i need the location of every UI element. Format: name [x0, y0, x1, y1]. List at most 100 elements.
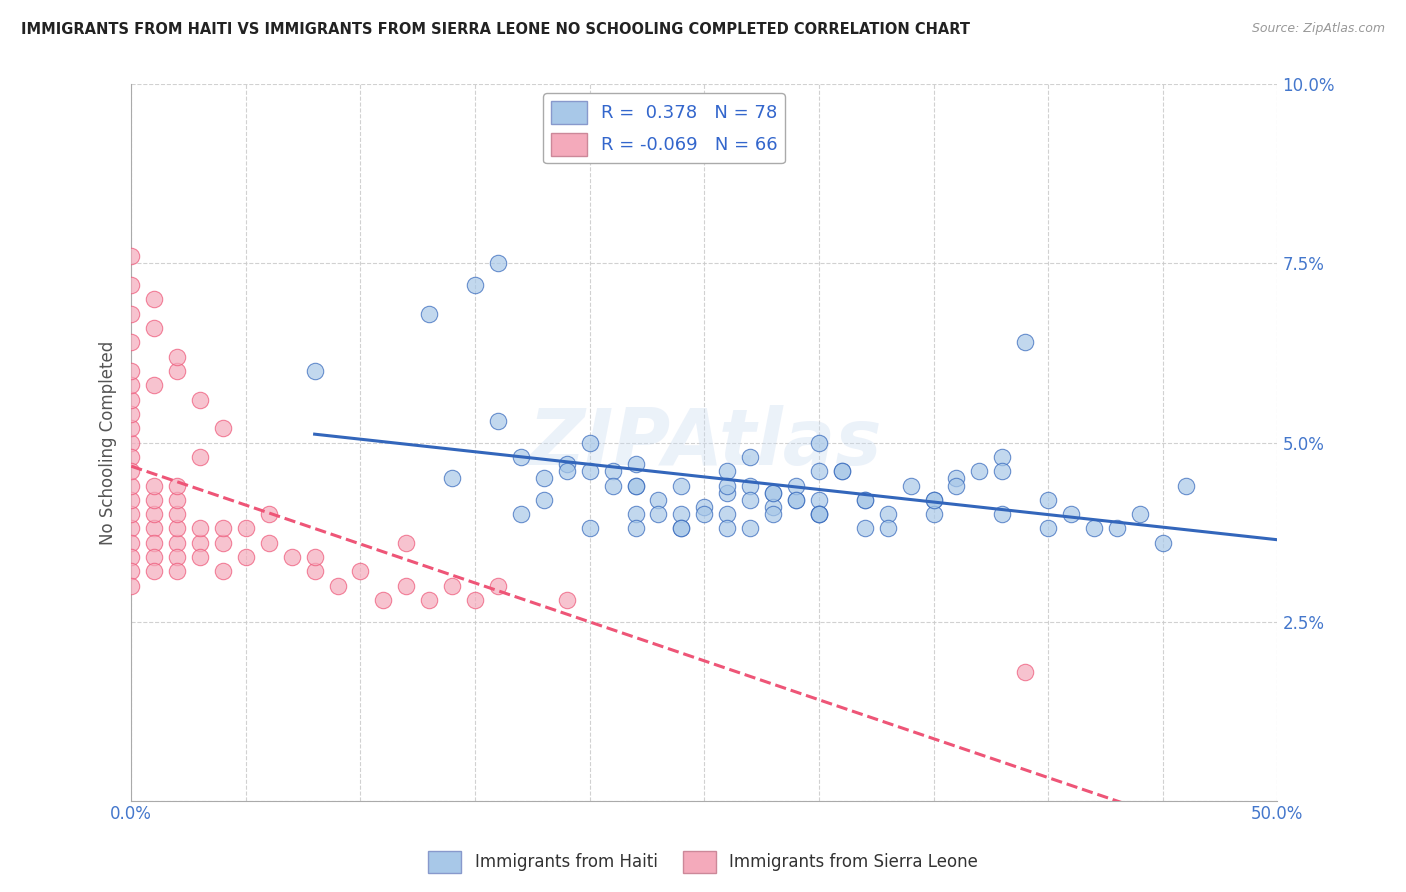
Point — [922, 492, 945, 507]
Point — [876, 521, 898, 535]
Point — [166, 507, 188, 521]
Point — [120, 550, 142, 565]
Point — [624, 457, 647, 471]
Point — [120, 565, 142, 579]
Point — [280, 550, 302, 565]
Point — [624, 507, 647, 521]
Point — [143, 293, 166, 307]
Point — [143, 536, 166, 550]
Point — [922, 507, 945, 521]
Point — [533, 492, 555, 507]
Point — [418, 593, 440, 607]
Point — [1152, 536, 1174, 550]
Point — [807, 507, 830, 521]
Point — [120, 579, 142, 593]
Point — [1036, 492, 1059, 507]
Point — [991, 464, 1014, 478]
Point — [166, 364, 188, 378]
Point — [716, 478, 738, 492]
Point — [716, 485, 738, 500]
Point — [349, 565, 371, 579]
Point — [143, 565, 166, 579]
Point — [740, 478, 762, 492]
Point — [945, 471, 967, 485]
Point — [464, 277, 486, 292]
Point — [785, 478, 807, 492]
Point — [762, 485, 785, 500]
Point — [1105, 521, 1128, 535]
Point — [143, 521, 166, 535]
Point — [945, 478, 967, 492]
Point — [418, 307, 440, 321]
Point — [212, 421, 235, 435]
Point — [304, 364, 326, 378]
Point — [143, 321, 166, 335]
Point — [143, 378, 166, 392]
Point — [120, 335, 142, 350]
Point — [212, 565, 235, 579]
Point — [555, 464, 578, 478]
Point — [693, 500, 716, 514]
Point — [188, 450, 211, 464]
Point — [785, 492, 807, 507]
Point — [991, 507, 1014, 521]
Point — [143, 478, 166, 492]
Point — [602, 464, 624, 478]
Point — [188, 536, 211, 550]
Point — [235, 521, 257, 535]
Point — [853, 492, 876, 507]
Point — [166, 492, 188, 507]
Point — [120, 450, 142, 464]
Point — [166, 565, 188, 579]
Point — [716, 464, 738, 478]
Point — [120, 507, 142, 521]
Legend: R =  0.378   N = 78, R = -0.069   N = 66: R = 0.378 N = 78, R = -0.069 N = 66 — [543, 94, 785, 163]
Point — [235, 550, 257, 565]
Legend: Immigrants from Haiti, Immigrants from Sierra Leone: Immigrants from Haiti, Immigrants from S… — [422, 845, 984, 880]
Point — [831, 464, 853, 478]
Point — [464, 593, 486, 607]
Point — [624, 478, 647, 492]
Point — [853, 492, 876, 507]
Point — [166, 478, 188, 492]
Point — [671, 521, 693, 535]
Point — [188, 550, 211, 565]
Point — [120, 435, 142, 450]
Point — [304, 550, 326, 565]
Point — [1174, 478, 1197, 492]
Point — [166, 550, 188, 565]
Point — [326, 579, 349, 593]
Point — [120, 492, 142, 507]
Point — [212, 521, 235, 535]
Point — [785, 492, 807, 507]
Point — [120, 464, 142, 478]
Point — [120, 392, 142, 407]
Point — [1129, 507, 1152, 521]
Point — [762, 500, 785, 514]
Point — [853, 521, 876, 535]
Point — [510, 450, 533, 464]
Point — [304, 565, 326, 579]
Point — [1014, 665, 1036, 679]
Point — [624, 478, 647, 492]
Point — [143, 550, 166, 565]
Point — [602, 478, 624, 492]
Point — [762, 485, 785, 500]
Point — [166, 536, 188, 550]
Point — [671, 521, 693, 535]
Point — [486, 579, 509, 593]
Point — [373, 593, 395, 607]
Point — [991, 450, 1014, 464]
Point — [807, 435, 830, 450]
Point — [740, 450, 762, 464]
Y-axis label: No Schooling Completed: No Schooling Completed — [100, 341, 117, 545]
Point — [1060, 507, 1083, 521]
Point — [740, 492, 762, 507]
Point — [441, 471, 464, 485]
Point — [807, 464, 830, 478]
Point — [876, 507, 898, 521]
Point — [533, 471, 555, 485]
Point — [900, 478, 922, 492]
Point — [395, 536, 418, 550]
Point — [257, 507, 280, 521]
